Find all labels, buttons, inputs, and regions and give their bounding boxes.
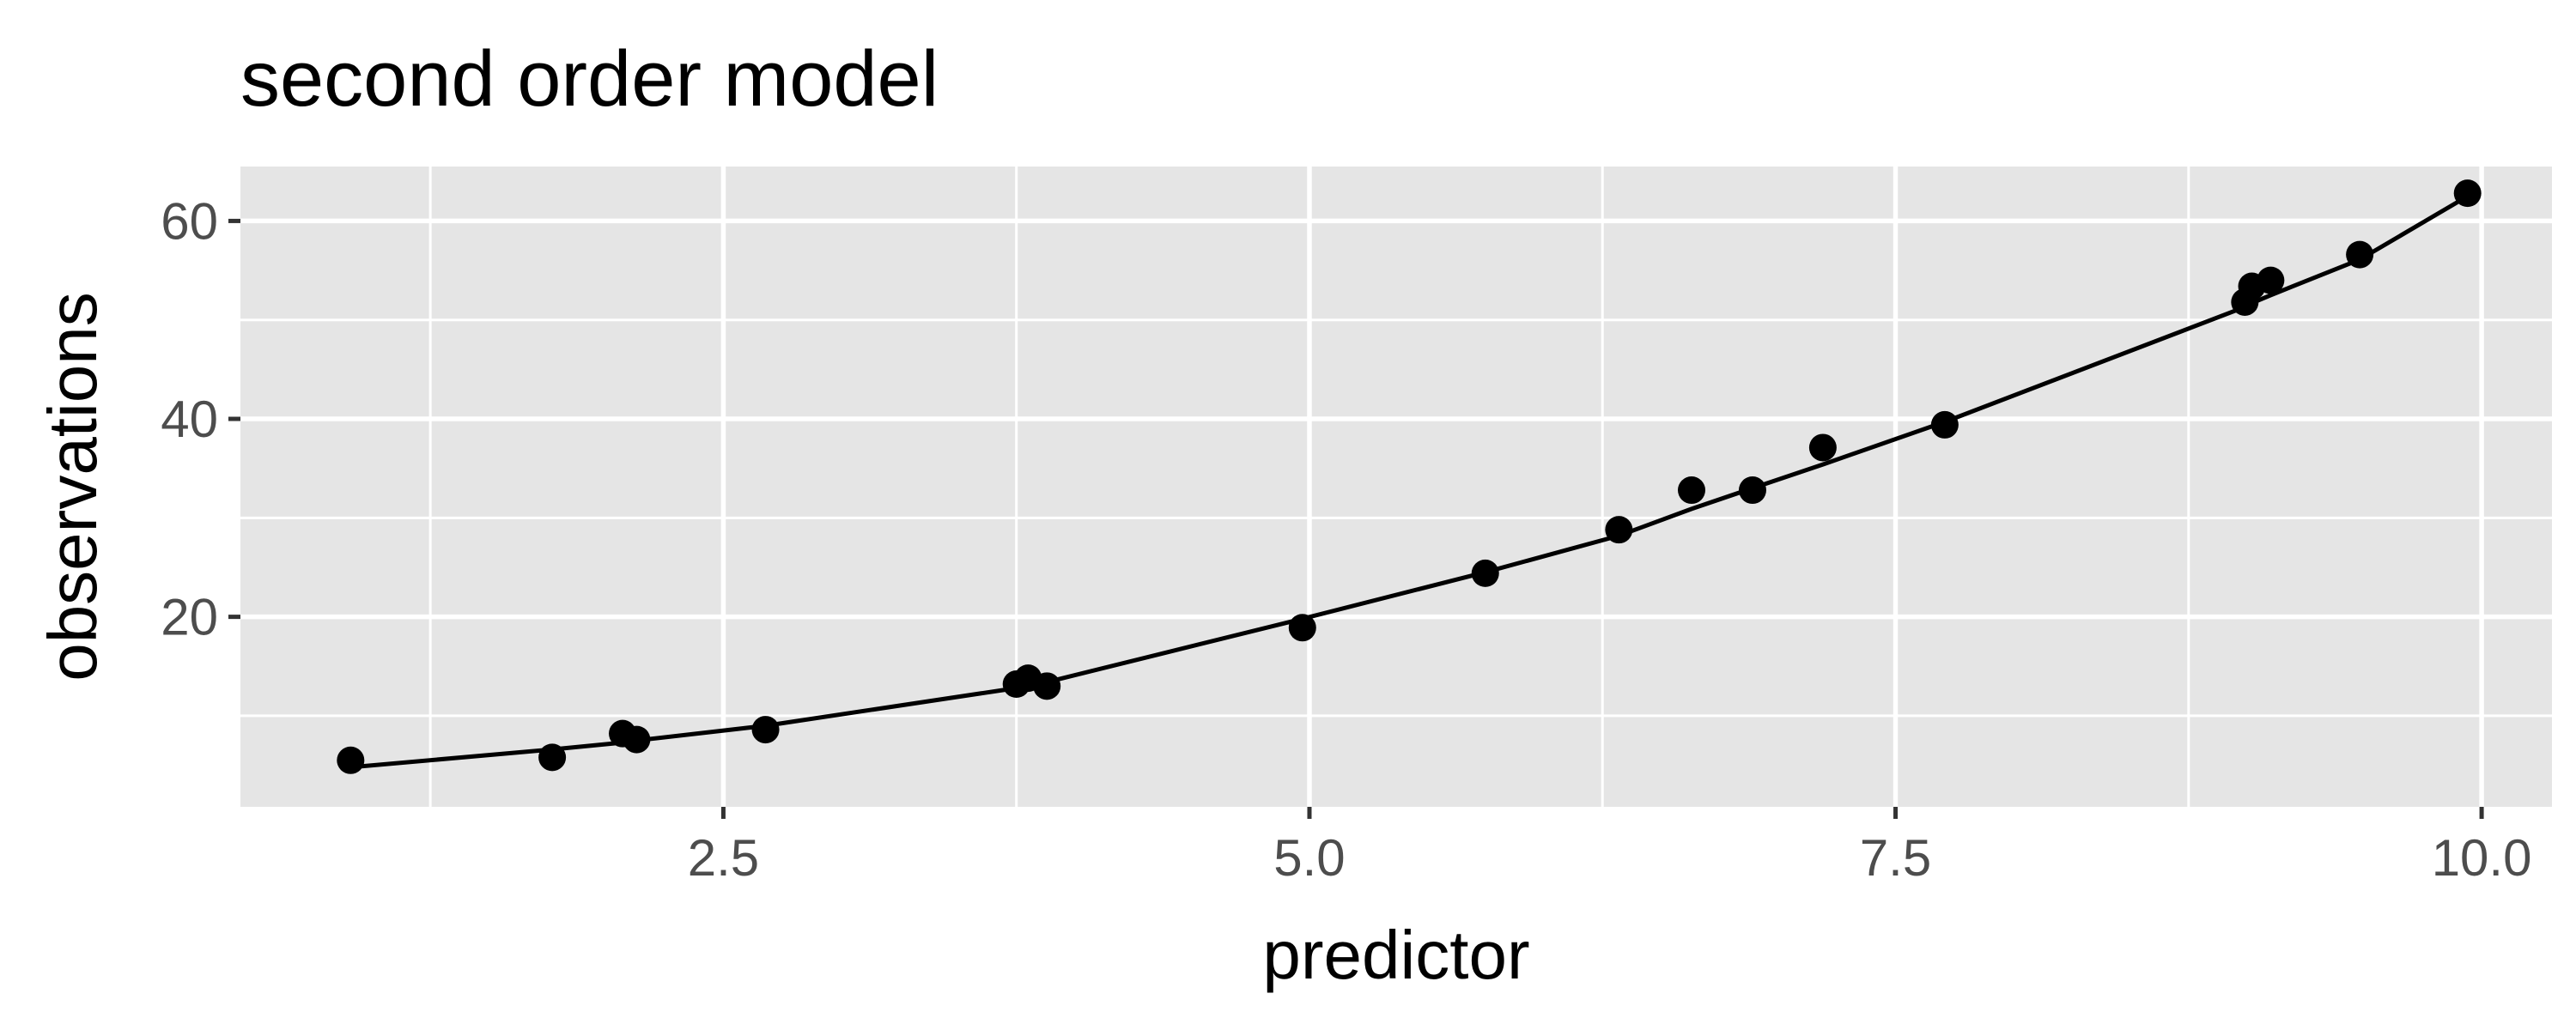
data-point-7 [1033, 672, 1061, 700]
data-point-9 [1471, 559, 1499, 587]
x-tick-label-0: 2.5 [688, 829, 759, 887]
x-axis: 2.5 5.0 7.5 10.0 [688, 807, 2532, 887]
data-point-14 [1930, 410, 1959, 439]
grid-major [240, 167, 2552, 807]
data-point-0 [337, 746, 365, 774]
data-point-18 [2346, 240, 2374, 269]
data-point-13 [1808, 433, 1837, 462]
y-tick-label-0: 20 [161, 589, 218, 646]
data-point-3 [623, 725, 651, 754]
data-point-12 [1738, 476, 1766, 505]
chart-title: second order model [240, 35, 939, 123]
data-point-19 [2453, 179, 2482, 208]
plot-panel [240, 167, 2552, 807]
x-axis-title: predictor [1262, 917, 1529, 993]
data-point-11 [1678, 476, 1706, 505]
data-point-4 [751, 716, 780, 744]
points-layer [337, 179, 2482, 774]
y-axis-title: observations [34, 292, 111, 682]
y-tick-label-1: 40 [161, 391, 218, 448]
data-point-17 [2257, 266, 2285, 294]
data-point-10 [1605, 516, 1633, 544]
x-tick-label-2: 7.5 [1860, 829, 1931, 887]
x-tick-label-3: 10.0 [2432, 829, 2532, 887]
y-axis: 20 40 60 [161, 192, 240, 646]
data-point-8 [1288, 614, 1316, 642]
y-tick-label-2: 60 [161, 192, 218, 250]
data-point-1 [538, 743, 567, 772]
x-tick-label-1: 5.0 [1273, 829, 1345, 887]
grid-minor [240, 167, 2552, 807]
